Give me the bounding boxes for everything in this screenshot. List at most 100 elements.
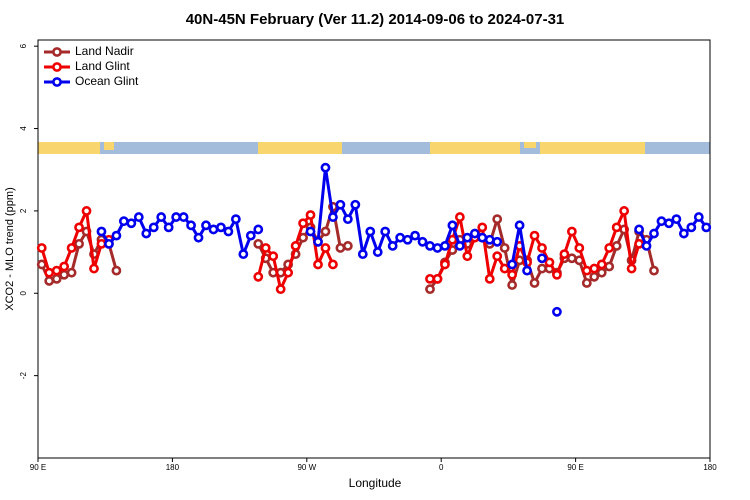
data-point (581, 278, 592, 288)
data-point (186, 220, 196, 231)
x-tick-label: 180 (166, 463, 180, 472)
data-point (529, 278, 540, 288)
data-point (566, 226, 577, 237)
data-point (492, 236, 503, 247)
data-point (357, 249, 368, 260)
series-line (100, 166, 708, 271)
data-point (634, 238, 644, 249)
data-point (36, 259, 47, 270)
data-point (66, 243, 77, 253)
data-point (499, 263, 510, 274)
data-point (313, 259, 323, 270)
data-point (118, 216, 129, 227)
data-point (320, 226, 331, 237)
data-point (425, 241, 435, 251)
data-point (223, 226, 234, 237)
data-point (462, 251, 473, 262)
data-point (51, 265, 62, 276)
data-point (559, 249, 570, 260)
data-point (522, 265, 532, 276)
data-point (507, 259, 518, 270)
data-point (469, 228, 480, 239)
data-point (44, 276, 55, 286)
data-point (649, 265, 659, 276)
data-point (141, 228, 152, 239)
data-point (81, 206, 92, 216)
data-point (320, 243, 331, 253)
data-point (51, 273, 62, 284)
data-point (260, 243, 271, 253)
data-point (66, 267, 77, 278)
land-band (258, 142, 342, 154)
x-tick-label: 90 W (297, 463, 316, 472)
data-point (126, 218, 137, 229)
data-point (216, 222, 226, 233)
data-point (537, 243, 547, 253)
data-point (492, 251, 503, 262)
data-point (447, 234, 458, 245)
data-point (44, 267, 55, 278)
data-point (641, 241, 652, 251)
data-point (163, 222, 174, 233)
data-point (230, 214, 241, 225)
data-point (395, 232, 406, 243)
land-ocean-strip (38, 142, 710, 154)
data-point (552, 269, 562, 280)
data-point (133, 212, 144, 222)
data-point (507, 280, 518, 290)
data-point (208, 224, 219, 235)
data-point (701, 222, 712, 233)
data-point (693, 212, 704, 222)
data-point (566, 253, 577, 264)
data-point (454, 241, 465, 251)
data-point (432, 243, 443, 253)
legend-label: Land Glint (75, 59, 130, 73)
data-point (111, 230, 122, 241)
data-point (171, 212, 182, 222)
legend-label: Ocean Glint (75, 74, 139, 88)
data-point (36, 243, 47, 253)
data-point (664, 218, 674, 229)
data-point (253, 271, 264, 282)
x-tick-label: 90 E (30, 463, 46, 472)
data-point (440, 241, 450, 251)
data-point (596, 259, 607, 270)
series (96, 162, 712, 317)
data-point (320, 162, 331, 173)
data-point (671, 214, 682, 225)
data-point (387, 241, 398, 251)
data-point (454, 212, 465, 222)
y-tick-label: 0 (19, 290, 28, 295)
data-point (328, 212, 338, 222)
x-tick-label: 180 (703, 463, 717, 472)
data-point (574, 243, 585, 253)
data-point (372, 247, 383, 257)
data-point (611, 222, 622, 233)
data-point (253, 224, 264, 235)
legend-marker (52, 62, 62, 72)
data-point (178, 212, 189, 222)
data-point (342, 241, 353, 251)
data-point (484, 273, 495, 284)
data-point (417, 236, 428, 247)
series (36, 206, 644, 295)
data-point (156, 212, 167, 222)
land-band (540, 142, 645, 154)
land-band (524, 142, 536, 148)
chart-title: 40N-45N February (Ver 11.2) 2014-09-06 t… (186, 11, 565, 28)
data-point (484, 234, 495, 245)
data-point (440, 259, 450, 270)
data-point (96, 238, 107, 249)
data-point (298, 218, 308, 229)
y-tick-label: -2 (19, 372, 28, 380)
data-point (604, 243, 615, 253)
data-point (678, 228, 689, 239)
data-point (552, 306, 562, 317)
data-point (462, 232, 473, 243)
legend-marker (52, 47, 62, 57)
data-point (59, 269, 70, 280)
data-point (335, 243, 346, 253)
data-point (492, 214, 503, 225)
data-point (499, 243, 510, 253)
